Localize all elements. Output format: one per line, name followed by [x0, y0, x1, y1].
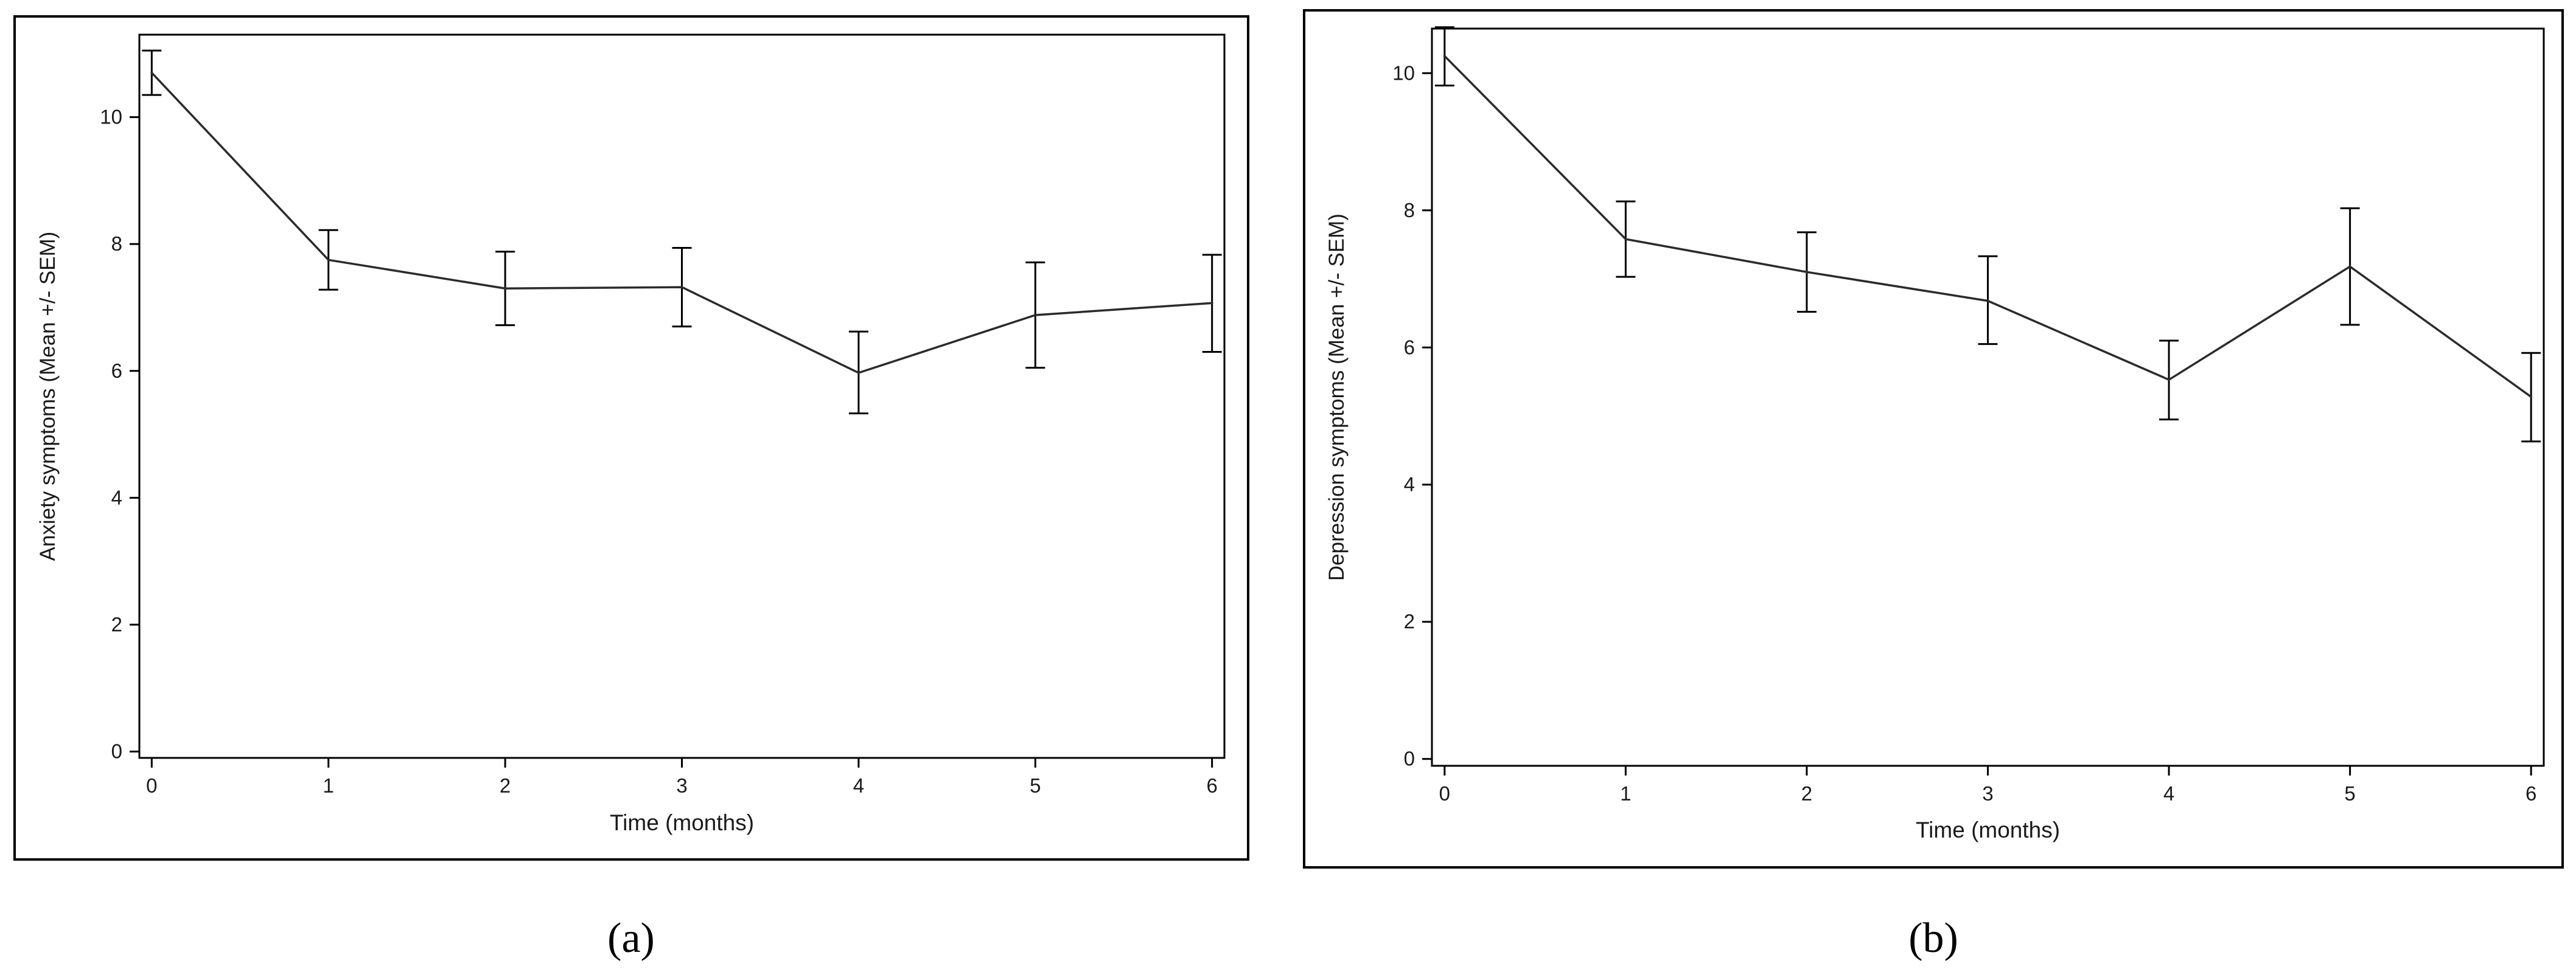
data-point — [327, 259, 330, 262]
x-tick-label: 2 — [1801, 782, 1812, 805]
data-point — [150, 71, 153, 74]
outer-frame — [13, 15, 1249, 861]
outer-frame — [1303, 9, 2564, 869]
x-tick-label: 5 — [2344, 782, 2355, 805]
x-tick-label: 3 — [676, 774, 687, 797]
chart-panel-b: 0 2 4 6 8 10 0 1 2 3 4 5 6 Time (months) Depression sy… — [1303, 9, 2564, 962]
x-tick-label: 3 — [1982, 782, 1993, 805]
panel-label: (a) — [607, 915, 655, 962]
data-point — [1624, 238, 1627, 241]
data-point — [2530, 395, 2533, 398]
x-tick-label: 6 — [2525, 782, 2536, 805]
x-tick-label: 4 — [853, 774, 864, 797]
chart-panel-a: 0 2 4 6 8 10 0 1 2 3 4 5 6 Time (months) Anxiety sympt… — [13, 15, 1249, 962]
data-point — [1034, 313, 1037, 316]
y-tick-label: 8 — [111, 232, 122, 255]
y-tick-label: 10 — [1392, 61, 1415, 84]
x-axis-label: Time (months) — [610, 810, 754, 835]
data-point — [504, 287, 507, 290]
x-tick-label: 6 — [1206, 774, 1217, 797]
x-tick-label: 2 — [500, 774, 511, 797]
x-tick-label: 1 — [1620, 782, 1631, 805]
data-point — [2348, 265, 2351, 268]
panel-label: (b) — [1908, 915, 1958, 962]
x-tick-label: 1 — [323, 774, 334, 797]
y-tick-label: 10 — [100, 106, 122, 128]
series-line — [151, 72, 1212, 374]
plot-area — [1431, 27, 2545, 767]
x-tick-label: 5 — [1030, 774, 1041, 797]
y-tick-label: 6 — [111, 359, 122, 382]
y-tick-label: 4 — [111, 486, 122, 509]
y-tick-label: 6 — [1404, 336, 1415, 358]
y-tick-label: 2 — [111, 613, 122, 636]
x-tick-label: 4 — [2163, 782, 2174, 805]
y-tick-label: 0 — [1404, 748, 1415, 770]
data-point — [2168, 378, 2171, 381]
y-tick-label: 2 — [1404, 610, 1415, 633]
x-tick-label: 0 — [146, 774, 157, 797]
data-point — [857, 371, 860, 374]
y-tick-label: 8 — [1404, 199, 1415, 221]
data-point — [1986, 299, 1989, 302]
y-axis-label: Depression symptoms (Mean +/- SEM) — [1325, 213, 1349, 581]
plot-area — [138, 33, 1226, 759]
y-tick-label: 0 — [111, 740, 122, 763]
data-point — [680, 286, 683, 289]
data-point — [1805, 271, 1808, 274]
data-point — [1210, 302, 1213, 305]
data-point — [1443, 55, 1446, 58]
x-axis-label: Time (months) — [1916, 818, 2060, 842]
y-tick-label: 4 — [1404, 473, 1415, 496]
x-tick-label: 0 — [1439, 782, 1450, 805]
y-axis-label: Anxiety symptoms (Mean +/- SEM) — [36, 232, 60, 561]
series-line — [1443, 55, 2532, 398]
